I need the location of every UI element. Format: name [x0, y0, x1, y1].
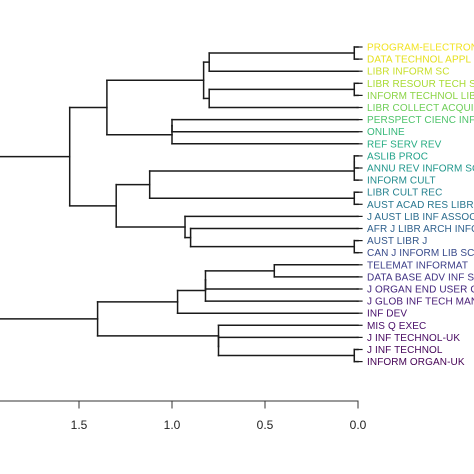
leaf-label: REF SERV REV	[367, 139, 442, 150]
leaf-label: AFR J LIBR ARCH INFO	[367, 224, 474, 235]
x-tick-label: 1.0	[164, 418, 181, 432]
dendrogram-branches	[0, 46, 359, 363]
leaf-label: LIBR INFORM SC	[367, 67, 450, 78]
leaf-label: AUST ACAD RES LIBR	[367, 200, 474, 211]
leaf-label: PROGRAM-ELECTRON	[367, 43, 474, 54]
leaf-label: INF DEV	[367, 309, 407, 320]
leaf-label: INFORM ORGAN-UK	[367, 357, 465, 368]
leaf-label: CAN J INFORM LIB SC	[367, 248, 474, 259]
x-tick-label: 1.5	[71, 418, 88, 432]
leaf-label: INFORM TECHNOL LIB	[367, 91, 474, 102]
leaf-label: DATA TECHNOL APPL	[367, 55, 471, 66]
leaf-label: LIBR COLLECT ACQUI	[367, 103, 474, 114]
leaf-label: DATA BASE ADV INF S	[367, 272, 474, 283]
leaf-label: J INF TECHNOL-UK	[367, 333, 460, 344]
leaf-label: ONLINE	[367, 127, 405, 138]
x-tick-label: 0.5	[257, 418, 274, 432]
leaf-label: J AUST LIB INF ASSOC	[367, 212, 474, 223]
x-tick-label: 0.0	[350, 418, 367, 432]
leaf-label: TELEMAT INFORMAT	[367, 260, 468, 271]
leaf-label: LIBR RESOUR TECH S	[367, 79, 474, 90]
x-axis: 1.5 1.0 0.5 0.0	[0, 400, 367, 432]
leaf-label: INFORM CULT	[367, 176, 436, 187]
leaf-label: J ORGAN END USER C	[367, 285, 474, 296]
leaf-label: J INF TECHNOL	[367, 345, 443, 356]
leaf-label: ANNU REV INFORM SC	[367, 164, 474, 175]
leaf-label: MIS Q EXEC	[367, 321, 426, 332]
leaf-label: ASLIB PROC	[367, 151, 428, 162]
leaf-label: J GLOB INF TECH MAN	[367, 297, 474, 308]
leaf-label: LIBR CULT REC	[367, 188, 442, 199]
leaf-label: PERSPECT CIENC INF	[367, 115, 474, 126]
leaf-label: AUST LIBR J	[367, 236, 427, 247]
